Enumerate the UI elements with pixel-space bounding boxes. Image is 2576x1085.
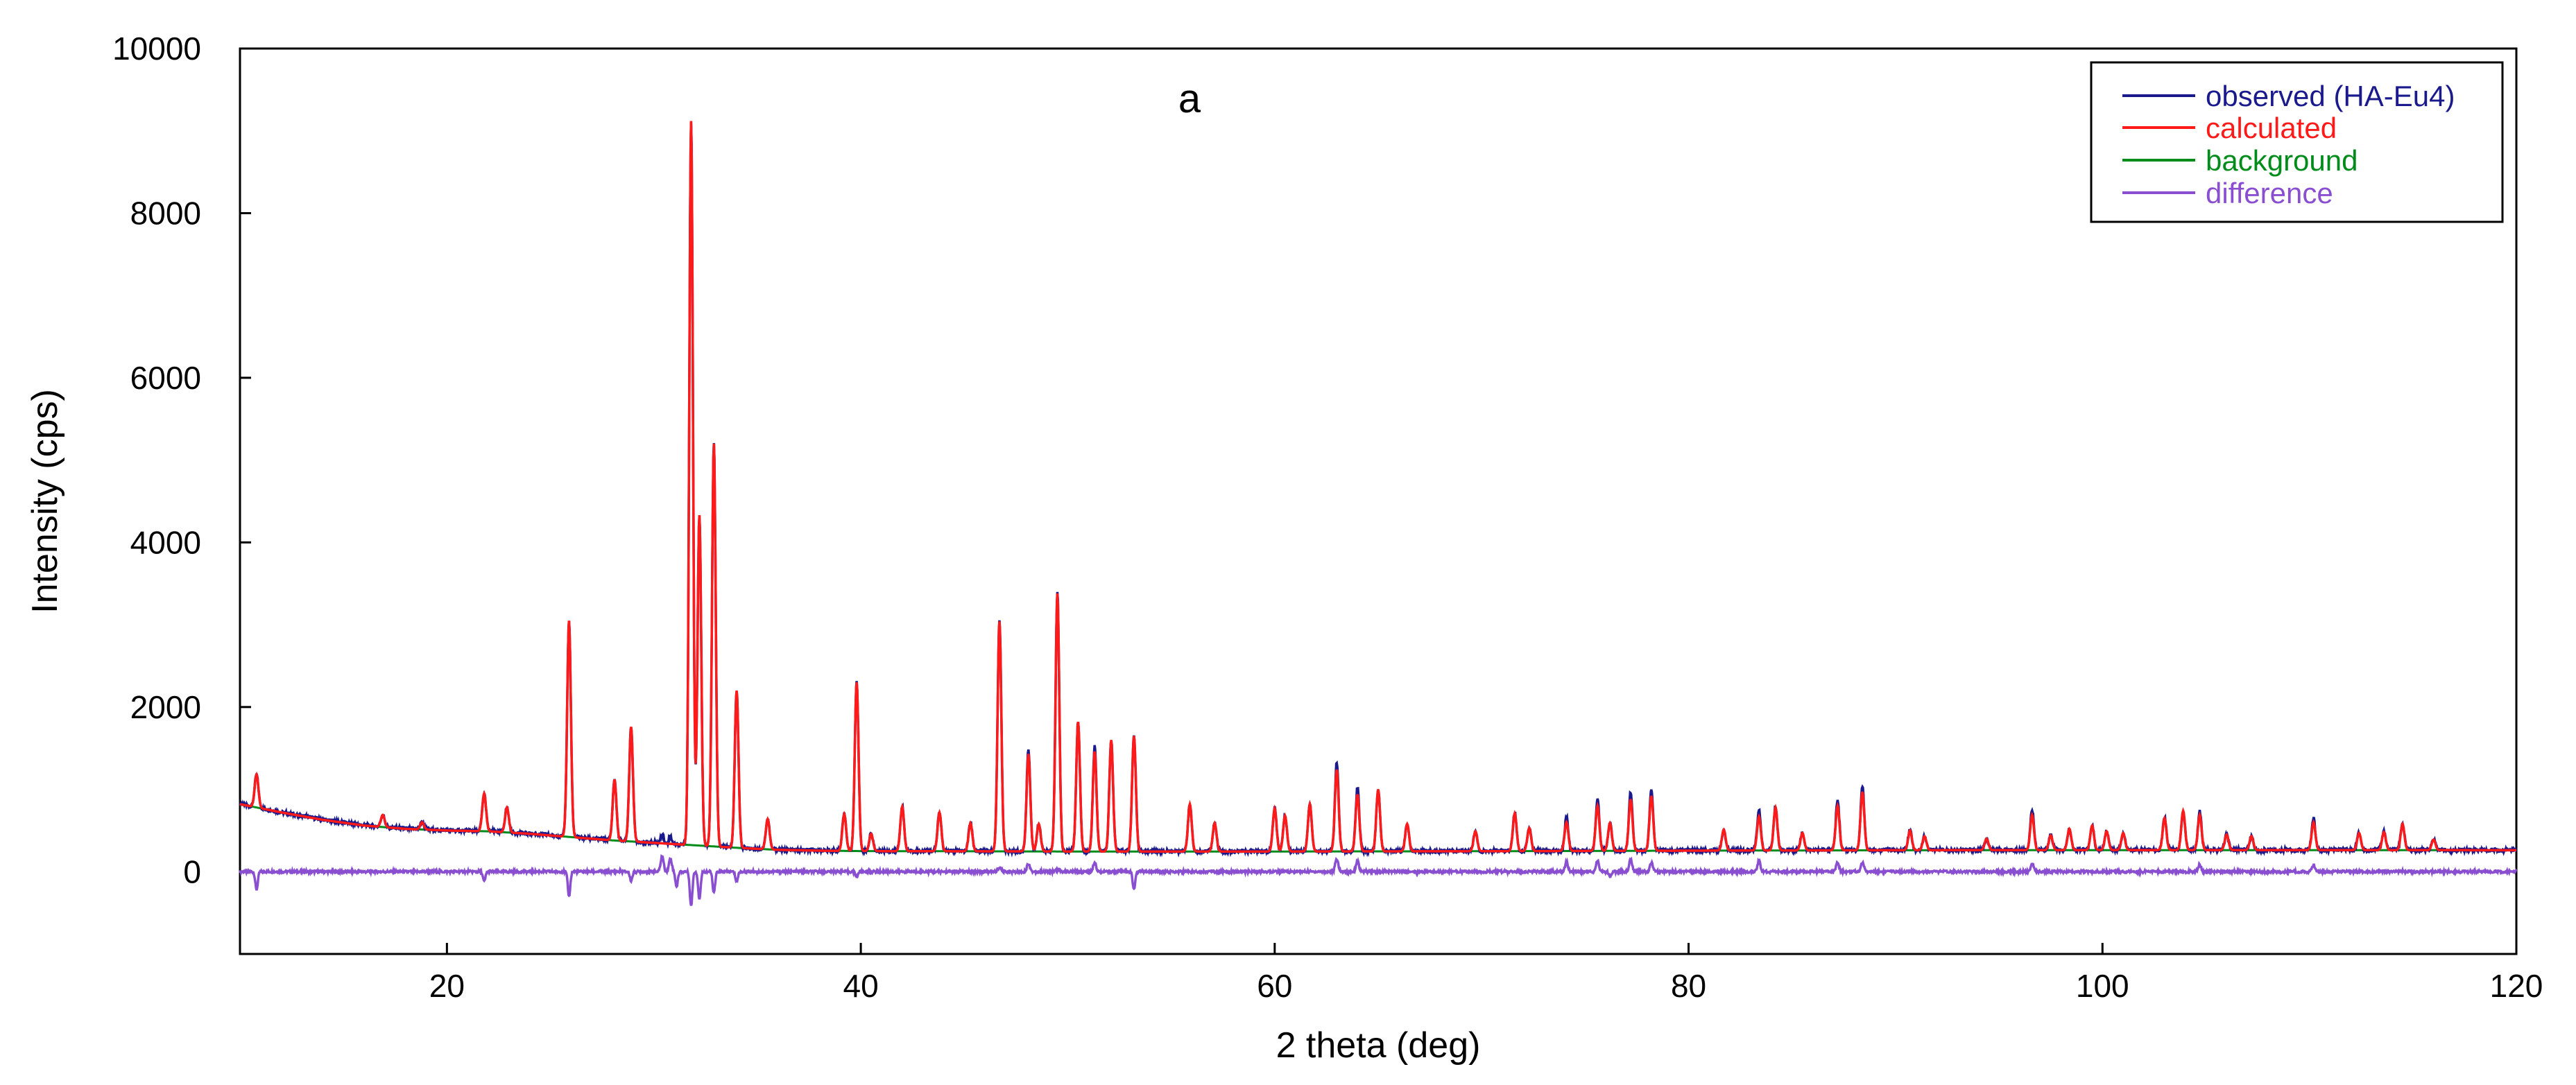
x-tick-label: 80 [1671, 968, 1706, 1004]
x-tick-label: 60 [1257, 968, 1292, 1004]
y-tick-label: 8000 [130, 195, 201, 231]
y-axis-ticks: 0 2000 4000 6000 8000 10000 [112, 31, 251, 889]
x-tick-label: 100 [2076, 968, 2129, 1004]
y-axis-label: Intensity (cps) [25, 389, 65, 614]
legend: observed (HA-Eu4) calculated background … [2090, 61, 2504, 223]
legend-label-observed: observed (HA-Eu4) [2206, 80, 2455, 112]
plot-area-border [239, 47, 2518, 955]
legend-label-difference: difference [2206, 177, 2333, 209]
y-tick-label: 0 [183, 853, 201, 889]
legend-label-calculated: calculated [2206, 112, 2337, 144]
series-observed-line [239, 122, 2518, 858]
y-tick-label: 4000 [130, 524, 201, 560]
series-background-line [239, 803, 2516, 853]
x-tick-label: 20 [429, 968, 465, 1004]
x-axis-label: 2 theta (deg) [1276, 1025, 1481, 1066]
x-tick-label: 40 [843, 968, 879, 1004]
y-tick-label: 10000 [112, 31, 201, 67]
series-difference-line [239, 854, 2518, 906]
legend-box [2090, 61, 2504, 223]
y-tick-label: 2000 [130, 689, 201, 725]
y-tick-label: 6000 [130, 360, 201, 396]
legend-label-background: background [2206, 144, 2358, 177]
x-axis-ticks: 20 40 60 80 100 120 [429, 943, 2543, 1004]
panel-label: a [1178, 76, 1201, 121]
plot-frame [239, 47, 2518, 955]
x-tick-label: 120 [2490, 968, 2543, 1004]
series-layer [239, 121, 2518, 906]
series-calculated-line [239, 121, 2516, 853]
